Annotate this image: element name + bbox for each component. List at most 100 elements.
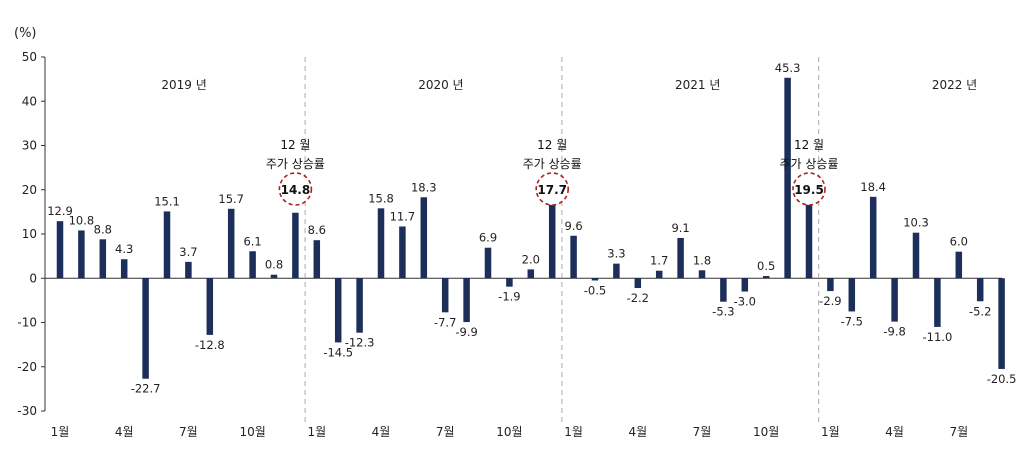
highlight-caption: 주가 상승률 — [523, 157, 582, 171]
bar-value-label: -12.8 — [195, 338, 225, 352]
bar-value-label: -14.5 — [323, 345, 353, 359]
bar-value-label: 6.1 — [243, 234, 261, 248]
highlight-value: 19.5 — [794, 183, 824, 197]
bar — [848, 278, 856, 312]
bar-value-label: 12.9 — [47, 204, 73, 218]
bar — [249, 251, 256, 279]
highlight-circle — [278, 172, 313, 206]
x-tick-label: 1월 — [564, 425, 583, 439]
x-tick-label: 4월 — [628, 425, 647, 439]
y-axis-unit: (%) — [14, 26, 37, 41]
bar — [185, 261, 192, 279]
bar-value-label: 3.3 — [607, 247, 625, 261]
year-label: 2022 년 — [932, 78, 977, 92]
bar — [463, 278, 470, 323]
highlight-month-label: 12 월 — [537, 138, 567, 152]
bar — [762, 276, 770, 279]
x-tick-label: 10월 — [753, 425, 779, 439]
bar — [399, 226, 406, 279]
x-tick-label: 10월 — [496, 425, 522, 439]
bar — [805, 191, 813, 279]
bar-value-label: 15.8 — [368, 191, 394, 205]
bar-value-label: 1.7 — [650, 254, 668, 268]
highlight-value: 17.7 — [537, 183, 567, 197]
bar — [912, 232, 920, 279]
bar — [292, 212, 299, 279]
bar — [56, 221, 64, 279]
bar — [591, 278, 599, 281]
y-tick-label: 40 — [22, 94, 37, 108]
bar-value-label: 2.0 — [522, 252, 540, 266]
bar — [163, 211, 171, 279]
bar-value-label: -7.7 — [434, 315, 456, 329]
bar-value-label: -5.3 — [712, 305, 734, 319]
bar — [548, 199, 556, 279]
highlight-circle — [535, 172, 570, 206]
y-tick-label: 0 — [29, 271, 37, 285]
bar-value-label: -0.5 — [584, 283, 606, 297]
highlight-month-label: 12 월 — [794, 138, 824, 152]
bar — [891, 278, 898, 322]
x-tick-label: 10월 — [239, 425, 265, 439]
x-tick-label: 1월 — [821, 425, 840, 439]
bar-value-label: 10.8 — [69, 213, 95, 227]
bar-value-label: -20.5 — [987, 372, 1017, 386]
y-tick-label: 20 — [22, 183, 37, 197]
bar-value-label: -2.9 — [819, 294, 841, 308]
bar — [741, 278, 749, 292]
bar-value-label: 4.3 — [115, 242, 133, 256]
x-tick-label: 7월 — [693, 425, 712, 439]
bar-value-label: 8.8 — [94, 222, 112, 236]
bar — [99, 239, 107, 279]
y-tick-label: -10 — [17, 316, 37, 330]
bar — [998, 278, 1005, 369]
bar-value-label: -9.9 — [455, 325, 477, 339]
bar-value-label: 18.3 — [411, 180, 437, 194]
highlight-value: 14.8 — [281, 183, 311, 197]
bar — [827, 278, 834, 292]
y-tick-label: 10 — [22, 227, 37, 241]
bar-value-label: 9.6 — [564, 219, 582, 233]
highlight-month-label: 12 월 — [280, 138, 310, 152]
x-tick-label: 4월 — [885, 425, 904, 439]
bar — [227, 208, 235, 279]
bar-value-label: 10.3 — [903, 216, 929, 230]
bar-value-label: 0.8 — [265, 258, 283, 272]
bar-value-label: -3.0 — [734, 295, 756, 309]
bar — [506, 278, 513, 287]
bar-value-label: 1.8 — [693, 253, 711, 267]
x-tick-label: 1월 — [307, 425, 326, 439]
bar — [784, 77, 791, 279]
y-tick-label: 30 — [22, 139, 37, 153]
bar — [634, 278, 642, 288]
bar-value-label: -5.2 — [969, 304, 991, 318]
bar-value-label: 15.7 — [218, 192, 244, 206]
bar — [142, 278, 149, 379]
bar-value-label: -1.9 — [498, 290, 520, 304]
bar — [206, 278, 214, 335]
bar-value-label: 45.3 — [775, 61, 801, 75]
y-tick-label: -30 — [17, 404, 37, 418]
bar-value-label: -22.7 — [131, 382, 161, 396]
bar — [698, 270, 706, 279]
bar-value-label: 3.7 — [179, 245, 197, 259]
year-label: 2021 년 — [675, 78, 720, 92]
bar — [441, 278, 449, 313]
bar-value-label: -9.8 — [883, 325, 905, 339]
highlight-circle — [792, 172, 826, 206]
bar-value-label: -12.3 — [345, 336, 375, 350]
x-tick-label: 7월 — [179, 425, 198, 439]
bar — [78, 230, 85, 279]
bar-value-label: 8.6 — [308, 223, 326, 237]
bar — [720, 278, 727, 302]
bar — [570, 235, 577, 279]
bar-value-label: 0.5 — [757, 259, 775, 273]
bar — [976, 278, 984, 302]
bar — [677, 237, 684, 279]
bar — [955, 251, 963, 279]
bar-value-label: 11.7 — [390, 209, 416, 223]
bar-value-label: -11.0 — [923, 330, 953, 344]
year-label: 2019 년 — [161, 78, 206, 92]
bar — [655, 270, 663, 279]
highlight-caption: 주가 상승률 — [266, 157, 325, 171]
